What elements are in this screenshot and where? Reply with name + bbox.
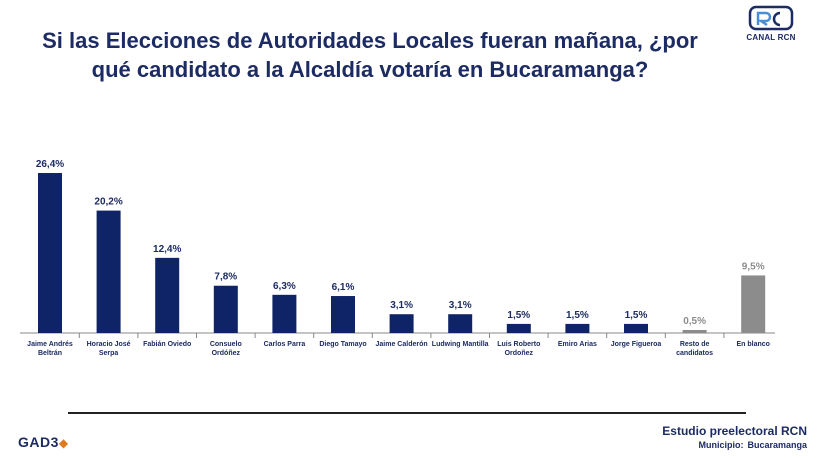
bar [389, 314, 414, 333]
category-label: Horacio José Serpa [87, 341, 131, 357]
study-name: Estudio preelectoral RCN [662, 424, 807, 438]
municipio-line: Municipio: Bucaramanga [662, 440, 807, 450]
bar [331, 296, 355, 333]
bar [213, 285, 238, 333]
bar-chart: 26,4% Jaime Andrés Beltrán 20,2% Horacio Jos… [20, 159, 775, 357]
rcn-logo-mark-icon [748, 5, 794, 31]
data-label: 3,1% [449, 300, 472, 311]
category-label: Carlos Parra [264, 341, 306, 348]
bar [741, 275, 766, 333]
municipio-value: Bucaramanga [747, 440, 807, 450]
bar [565, 323, 590, 333]
data-label: 1,5% [625, 310, 648, 321]
data-label: 20,2% [94, 197, 122, 208]
data-label: 0,5% [683, 316, 706, 327]
bar [448, 314, 473, 333]
category-label: Fabián Oviedo [143, 341, 191, 348]
gad3-mark-icon: ◆ [58, 436, 69, 450]
gad3-label: GAD3 [18, 434, 59, 450]
category-label: En blanco [736, 341, 769, 348]
data-label: 1,5% [566, 310, 589, 321]
data-label: 9,5% [742, 261, 765, 272]
category-label: Jorge Figueroa [611, 341, 662, 348]
data-label: 26,4% [36, 159, 64, 170]
category-label: Diego Tamayo [319, 341, 366, 348]
bar [624, 323, 648, 333]
bar [682, 329, 707, 333]
bar [38, 173, 62, 333]
footer-divider [68, 412, 746, 414]
bar [506, 323, 531, 333]
municipio-label: Municipio: [698, 440, 744, 450]
category-label: Ludwing Mantilla [432, 341, 489, 348]
bar [96, 210, 121, 333]
data-label: 6,3% [273, 281, 296, 292]
category-label: Emiro Arias [558, 341, 597, 348]
data-label: 7,8% [214, 272, 237, 283]
study-info: Estudio preelectoral RCN Municipio: Bucar… [662, 424, 807, 450]
data-label: 3,1% [390, 300, 413, 311]
gad3-logo: GAD3◆ [18, 434, 69, 450]
category-label: Luis Roberto Ordoñez [497, 341, 540, 357]
chart-title: Si las Elecciones de Autoridades Locales… [42, 28, 698, 82]
canal-rcn-label: CANAL RCN [746, 33, 796, 42]
bar [155, 257, 180, 333]
data-label: 1,5% [507, 310, 530, 321]
category-label: Consuelo Ordóñez [210, 341, 242, 357]
canal-rcn-logo: CANAL RCN [736, 5, 806, 45]
data-label: 12,4% [153, 244, 181, 255]
category-label: Resto de candidatos [676, 341, 713, 357]
category-label: Jaime Calderón [376, 341, 428, 348]
category-label: Jaime Andrés Beltrán [27, 341, 73, 357]
bar [272, 294, 297, 333]
data-label: 6,1% [332, 282, 355, 293]
